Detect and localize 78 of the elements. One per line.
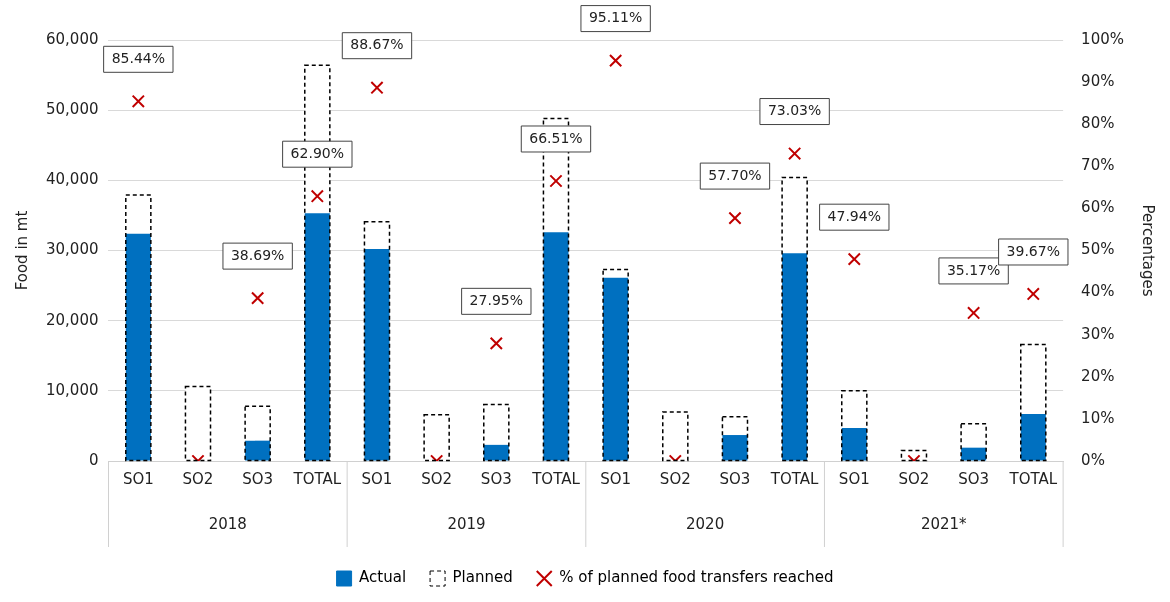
y2-tick-label: 30%	[1081, 324, 1115, 343]
x-tick-label: SO1	[361, 469, 393, 488]
bar	[364, 249, 390, 461]
y2-tick-label: 50%	[1081, 240, 1115, 259]
y2-tick-label: 20%	[1081, 366, 1115, 385]
bar	[782, 253, 808, 461]
data-label: 38.69%	[230, 246, 285, 263]
x-tick-label: SO3	[242, 469, 274, 488]
point	[728, 211, 742, 225]
point	[370, 81, 384, 95]
text: 2018	[208, 514, 247, 533]
data-label: 47.94%	[827, 207, 881, 224]
x-tick-label: SO1	[838, 469, 870, 488]
y-tick-label: 30,000	[45, 240, 99, 259]
data-label: 66.51%	[529, 129, 583, 146]
data-label: 39.67%	[1006, 242, 1060, 259]
point	[489, 336, 503, 350]
x-tick-label: TOTAL	[1008, 469, 1058, 488]
point	[847, 252, 861, 266]
bar	[245, 440, 271, 461]
bar	[483, 444, 509, 461]
point	[966, 306, 981, 320]
y2-tick-label: 10%	[1081, 408, 1115, 427]
y2-tick-label: 40%	[1081, 282, 1115, 301]
x-tick-label: SO2	[182, 469, 214, 488]
y2-tick-label: 70%	[1081, 156, 1115, 175]
y-tick-label: 40,000	[45, 170, 99, 189]
point	[549, 174, 563, 188]
y-tick-label: 10,000	[45, 380, 99, 399]
text: 2021*	[920, 514, 968, 533]
bar	[722, 435, 748, 461]
text: 2020	[686, 514, 725, 533]
bar	[1020, 413, 1046, 461]
legend-label: Actual	[359, 568, 407, 587]
point	[787, 146, 802, 161]
x-tick-label: SO3	[958, 469, 990, 488]
data-label: 73.03%	[767, 102, 822, 119]
x-tick-label: TOTAL	[531, 469, 581, 488]
x-tick-label: SO2	[898, 469, 930, 488]
point	[250, 291, 265, 305]
point	[310, 189, 324, 203]
y-axis-title: Food in mt	[12, 210, 31, 291]
y2-tick-label: 0%	[1081, 450, 1105, 469]
x-tick-label: SO2	[659, 469, 691, 488]
y2-axis-title: Percentages	[1139, 204, 1158, 297]
bar	[841, 428, 867, 461]
x-tick-label: TOTAL	[292, 469, 342, 488]
y2-tick-label: 90%	[1081, 71, 1115, 90]
data-label: 85.44%	[111, 49, 166, 66]
data-label: 35.17%	[946, 261, 1001, 278]
y-tick-label: 20,000	[45, 310, 99, 329]
x-tick-label: SO1	[122, 469, 154, 488]
bar	[304, 213, 330, 461]
data-label: 62.90%	[290, 144, 345, 161]
data-label: 57.70%	[708, 166, 762, 183]
y-tick-label: 50,000	[45, 100, 99, 119]
x-tick-label: SO1	[600, 469, 632, 488]
bar	[961, 447, 987, 461]
legend-label: Planned	[452, 568, 513, 587]
y-tick-label: 0	[88, 450, 99, 469]
data-label: 27.95%	[469, 291, 523, 308]
legend-label: % of planned food transfers reached	[559, 568, 834, 587]
x-tick-label: TOTAL	[769, 469, 820, 488]
y2-tick-label: 80%	[1081, 114, 1115, 133]
text: 2019	[447, 514, 486, 533]
x-tick-label: SO3	[719, 469, 751, 488]
x-tick-label: SO2	[421, 469, 453, 488]
data-label: 95.11%	[588, 9, 643, 26]
bar	[125, 233, 151, 461]
bar	[543, 232, 569, 461]
point	[1026, 287, 1040, 301]
y2-tick-label: 100%	[1081, 29, 1125, 48]
x-tick-label: SO3	[480, 469, 512, 488]
data-label: 88.67%	[350, 36, 404, 53]
point	[608, 53, 623, 68]
y-tick-label: 60,000	[45, 29, 99, 48]
point	[131, 94, 145, 108]
y2-tick-label: 60%	[1081, 198, 1115, 217]
